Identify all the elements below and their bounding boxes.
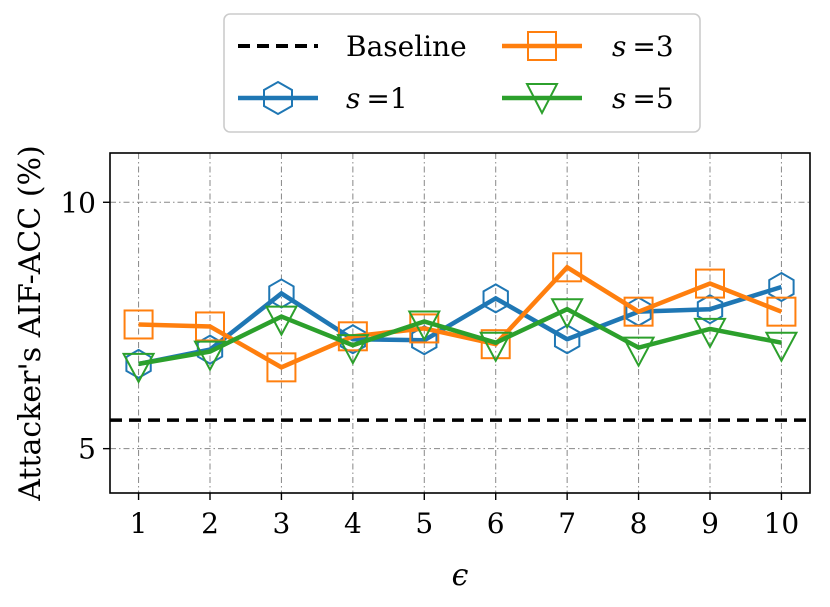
x-tick-label: 2 xyxy=(201,507,219,540)
y-tick-label: 10 xyxy=(60,186,96,219)
data-point-triangle xyxy=(621,336,656,368)
data-point-hexagon xyxy=(125,348,152,380)
legend-frame xyxy=(223,13,701,133)
data-point-hexagon xyxy=(696,294,724,325)
series-line xyxy=(138,284,783,367)
data-point-square xyxy=(195,311,225,342)
series-2 xyxy=(123,252,797,383)
data-point-triangle xyxy=(550,298,584,330)
series-line xyxy=(138,264,783,370)
data-point-triangle xyxy=(264,305,299,337)
x-tick-label: 8 xyxy=(630,507,648,540)
data-point-triangle xyxy=(407,310,441,342)
grid xyxy=(110,153,810,493)
series-line xyxy=(138,306,782,367)
x-tick-label: 1 xyxy=(130,507,148,540)
data-point-square xyxy=(695,268,725,299)
x-tick-label: 7 xyxy=(558,507,576,540)
legend-s3-marker xyxy=(527,31,557,61)
data-point-hexagon xyxy=(553,324,581,355)
x-tick-label: 6 xyxy=(487,507,505,540)
legend-s1-label: s =1 xyxy=(346,82,408,115)
legend: Baseline s =1 s =3 s =5 xyxy=(223,13,701,133)
legend-s5-marker xyxy=(525,83,559,116)
data-point-square xyxy=(123,309,154,340)
x-axis-label: ϵ xyxy=(452,558,469,593)
x-tick-label: 4 xyxy=(344,507,362,540)
data-point-square xyxy=(552,252,583,283)
legend-baseline-label: Baseline xyxy=(346,30,467,63)
data-point-triangle xyxy=(479,331,513,363)
x-tick-label: 9 xyxy=(701,507,719,540)
data-point-triangle xyxy=(121,352,156,385)
data-point-hexagon xyxy=(196,334,224,365)
legend-s3-label: s =3 xyxy=(612,30,674,63)
series-3 xyxy=(121,298,799,385)
data-point-triangle xyxy=(193,340,227,372)
data-point-hexagon xyxy=(768,271,795,303)
data-point-hexagon xyxy=(482,283,509,314)
y-tick-label: 5 xyxy=(78,433,96,466)
data-point-square xyxy=(623,296,654,327)
series-group xyxy=(121,252,799,385)
y-axis: 5 10 xyxy=(60,186,110,466)
x-tick-label: 10 xyxy=(764,507,800,540)
x-axis: 1 2 3 4 5 6 7 8 9 10 xyxy=(130,493,800,540)
data-point-triangle xyxy=(764,331,799,363)
x-tick-label: 5 xyxy=(415,507,433,540)
y-axis-label: Attacker's AIF-ACC (%) xyxy=(13,145,48,502)
x-tick-label: 3 xyxy=(273,507,291,540)
legend-s5-label: s =5 xyxy=(612,82,674,115)
legend-s1-marker xyxy=(263,80,293,116)
plot-frame xyxy=(109,152,811,494)
data-point-square xyxy=(766,296,797,327)
data-point-triangle xyxy=(336,334,370,366)
data-point-square xyxy=(266,352,297,383)
data-point-triangle xyxy=(693,317,727,350)
data-point-square xyxy=(480,329,511,360)
data-point-hexagon xyxy=(339,324,367,355)
